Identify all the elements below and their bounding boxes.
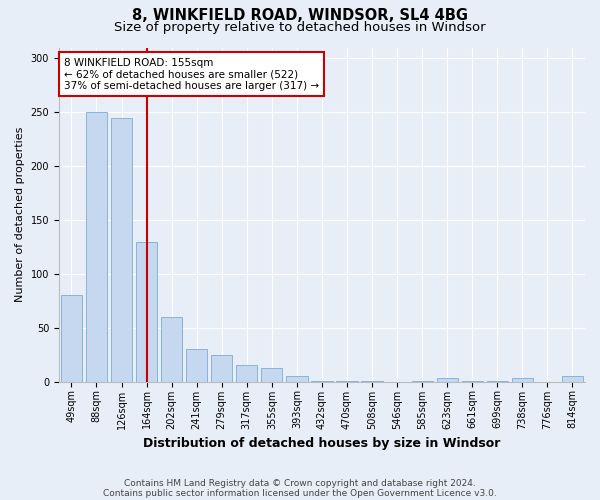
Bar	[161, 317, 182, 382]
Bar	[111, 118, 132, 382]
Bar	[487, 380, 508, 382]
Bar	[437, 378, 458, 382]
Bar	[412, 380, 433, 382]
Bar	[261, 368, 283, 382]
Bar	[86, 112, 107, 382]
Bar	[361, 380, 383, 382]
X-axis label: Distribution of detached houses by size in Windsor: Distribution of detached houses by size …	[143, 437, 500, 450]
Bar	[512, 378, 533, 382]
Bar	[236, 366, 257, 382]
Bar	[286, 376, 308, 382]
Text: 8, WINKFIELD ROAD, WINDSOR, SL4 4BG: 8, WINKFIELD ROAD, WINDSOR, SL4 4BG	[132, 8, 468, 22]
Text: 8 WINKFIELD ROAD: 155sqm
← 62% of detached houses are smaller (522)
37% of semi-: 8 WINKFIELD ROAD: 155sqm ← 62% of detach…	[64, 58, 319, 90]
Bar	[461, 380, 483, 382]
Text: Contains public sector information licensed under the Open Government Licence v3: Contains public sector information licen…	[103, 488, 497, 498]
Bar	[211, 354, 232, 382]
Bar	[311, 380, 332, 382]
Bar	[562, 376, 583, 382]
Bar	[337, 380, 358, 382]
Bar	[136, 242, 157, 382]
Bar	[61, 296, 82, 382]
Text: Size of property relative to detached houses in Windsor: Size of property relative to detached ho…	[114, 21, 486, 34]
Text: Contains HM Land Registry data © Crown copyright and database right 2024.: Contains HM Land Registry data © Crown c…	[124, 478, 476, 488]
Bar	[186, 350, 208, 382]
Y-axis label: Number of detached properties: Number of detached properties	[15, 127, 25, 302]
